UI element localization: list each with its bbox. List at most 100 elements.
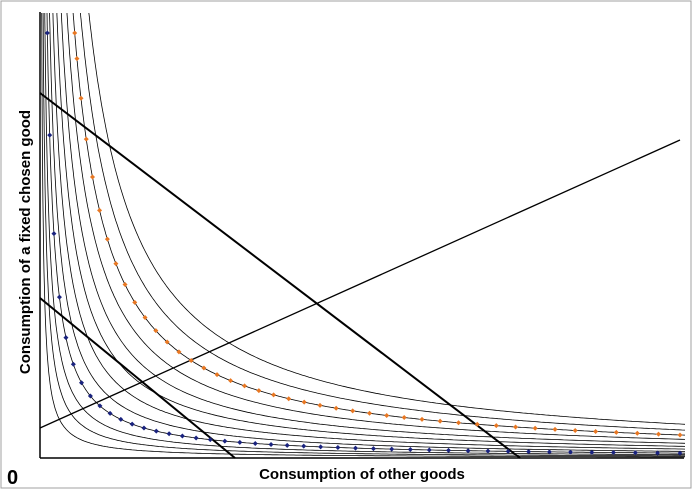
- blue-dot: [546, 449, 552, 455]
- orange-dot: [89, 174, 95, 180]
- indifference-curve-5: [49, 13, 685, 452]
- blue-dot: [301, 443, 307, 449]
- orange-dot: [419, 416, 425, 422]
- orange-dot: [613, 429, 619, 435]
- indifference-curve-3: [44, 13, 685, 456]
- indifference-curve-6: [52, 12, 686, 450]
- blue-dot: [141, 425, 147, 431]
- blue-dot: [252, 440, 258, 446]
- orange-dot: [317, 402, 323, 408]
- blue-dot: [237, 439, 243, 445]
- blue-dot: [153, 428, 159, 434]
- indifference-curve-1: [41, 12, 685, 458]
- orange-dot: [78, 95, 84, 101]
- blue-dot: [485, 448, 491, 454]
- blue-dot: [389, 446, 395, 452]
- blue-dot: [166, 431, 172, 437]
- orange-dot: [97, 207, 103, 213]
- blue-dot: [129, 421, 135, 427]
- expansion-path: [39, 139, 681, 429]
- orange-dot: [437, 418, 443, 424]
- blue-dot: [426, 447, 432, 453]
- budget-line-1: [39, 92, 521, 459]
- blue-dot: [352, 445, 358, 451]
- budget-lines: [39, 92, 521, 459]
- blue-dot: [505, 448, 511, 454]
- blue-dot: [44, 30, 50, 36]
- blue-dot: [446, 447, 452, 453]
- blue-dot: [47, 132, 53, 138]
- blue-dot: [56, 294, 62, 300]
- orange-dot: [474, 421, 480, 427]
- blue-dot: [97, 403, 103, 409]
- blue-dot: [118, 416, 124, 422]
- indifference-curve-2: [42, 12, 685, 457]
- blue-dot: [407, 447, 413, 453]
- orange-dot: [271, 392, 277, 398]
- orange-dot: [142, 315, 148, 321]
- orange-dot: [677, 432, 683, 438]
- orange-dot: [350, 408, 356, 414]
- indifference-curve-8: [60, 12, 686, 444]
- indifference-curve-7: [56, 13, 686, 447]
- y-axis-label: Consumption of a fixed chosen good: [17, 110, 34, 374]
- orange-dot: [513, 424, 519, 430]
- blue-dot: [318, 444, 324, 450]
- origin-label: 0: [7, 467, 18, 489]
- orange-dot: [74, 56, 80, 62]
- blue-dot: [677, 450, 683, 456]
- blue-dot: [179, 433, 185, 439]
- orange-dot: [72, 30, 78, 36]
- orange-dot: [242, 383, 248, 389]
- orange-dot: [104, 236, 110, 242]
- orange-dot: [188, 357, 194, 363]
- indifference-curves: [41, 12, 686, 458]
- indifference-curve-12: [88, 13, 686, 425]
- blue-dot: [335, 445, 341, 451]
- orange-dot: [401, 414, 407, 420]
- blue-dot: [632, 450, 638, 456]
- blue-dot: [268, 441, 274, 447]
- orange-dot: [572, 427, 578, 433]
- budget-line-2: [39, 297, 236, 459]
- blue-dot: [222, 438, 228, 444]
- orange-dot: [286, 396, 292, 402]
- blue-dot: [589, 449, 595, 455]
- orange-dot: [122, 282, 128, 288]
- orange-dot: [83, 136, 89, 142]
- orange-dot: [552, 426, 558, 432]
- blue-dot: [70, 361, 76, 367]
- orange-dot: [593, 428, 599, 434]
- indifference-curve-9: [66, 13, 686, 440]
- orange-dot: [456, 420, 462, 426]
- blue-dot: [370, 446, 376, 452]
- blue-dot: [193, 435, 199, 441]
- blue-dot: [655, 450, 661, 456]
- orange-dot: [301, 399, 307, 405]
- orange-dot: [333, 405, 339, 411]
- orange-dot: [256, 388, 262, 394]
- orange-dot: [384, 412, 390, 418]
- orange-dot: [367, 410, 373, 416]
- orange-dot: [228, 378, 234, 384]
- blue-dot: [610, 450, 616, 456]
- orange-dot: [201, 365, 207, 371]
- blue-dot: [51, 231, 57, 237]
- blue-dot: [79, 380, 85, 386]
- orange-dot: [164, 339, 170, 345]
- indifference-curve-11: [80, 12, 686, 431]
- orange-dot: [176, 349, 182, 355]
- x-axis-label: Consumption of other goods: [259, 466, 465, 483]
- orange-dot: [656, 431, 662, 437]
- orange-dot: [132, 299, 138, 305]
- orange-dot: [493, 423, 499, 429]
- orange-dot: [153, 328, 159, 334]
- orange-dot: [113, 261, 119, 267]
- orange-dot: [214, 372, 220, 378]
- expansion-path-group: [39, 139, 681, 429]
- blue-dot: [526, 449, 532, 455]
- orange-dot: [634, 430, 640, 436]
- blue-dot: [63, 335, 69, 341]
